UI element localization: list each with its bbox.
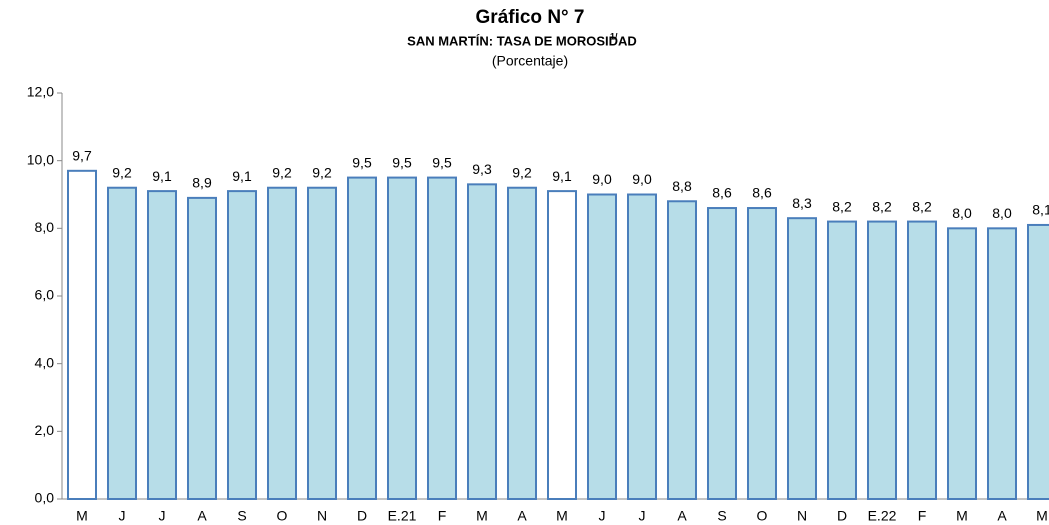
y-tick-label: 8,0: [35, 219, 55, 235]
value-label: 9,0: [632, 171, 652, 187]
value-label: 9,2: [112, 164, 132, 180]
bar: [907, 220, 937, 500]
x-tick-label: A: [677, 508, 687, 524]
x-tick-label: A: [517, 508, 527, 524]
x-tick-label: A: [197, 508, 207, 524]
bar: [867, 220, 897, 500]
bar: [267, 186, 297, 500]
bar: [627, 193, 657, 500]
bar: [107, 186, 137, 500]
x-tick-label: J: [599, 508, 606, 524]
bar: [587, 193, 617, 500]
x-tick-label: F: [438, 508, 447, 524]
bar: [67, 169, 97, 500]
x-tick-label: E.22: [868, 508, 897, 524]
x-tick-label: J: [639, 508, 646, 524]
bar: [947, 227, 977, 500]
x-tick-label: F: [918, 508, 927, 524]
chart-title: Gráfico N° 7: [476, 7, 585, 28]
y-tick-label: 4,0: [35, 354, 55, 370]
bar: [307, 186, 337, 500]
value-label: 9,0: [592, 171, 612, 187]
value-label: 8,8: [672, 178, 692, 194]
bar: [707, 207, 737, 501]
value-label: 9,1: [232, 168, 252, 184]
value-label: 8,0: [992, 205, 1012, 221]
x-tick-label: S: [717, 508, 726, 524]
y-tick-label: 6,0: [35, 287, 55, 303]
bar: [987, 227, 1017, 500]
value-label: 8,2: [832, 198, 852, 214]
bar: [467, 183, 497, 500]
bar: [547, 190, 577, 500]
x-tick-label: S: [237, 508, 246, 524]
bar: [347, 176, 377, 500]
x-tick-label: J: [159, 508, 166, 524]
value-label: 9,5: [432, 154, 452, 170]
value-label: 8,9: [192, 175, 212, 191]
x-tick-label: N: [797, 508, 807, 524]
value-label: 8,3: [792, 195, 812, 211]
x-tick-label: D: [837, 508, 847, 524]
x-tick-label: O: [757, 508, 768, 524]
bar: [227, 190, 257, 500]
bar: [427, 176, 457, 500]
x-tick-label: O: [277, 508, 288, 524]
x-tick-label: N: [317, 508, 327, 524]
y-tick-label: 12,0: [27, 84, 54, 100]
value-label: 9,2: [512, 164, 532, 180]
bar: [387, 176, 417, 500]
bar: [827, 220, 857, 500]
x-tick-label: E.21: [388, 508, 417, 524]
bar: [747, 207, 777, 501]
value-label: 9,1: [552, 168, 572, 184]
value-label: 8,6: [752, 185, 772, 201]
value-label: 9,1: [152, 168, 172, 184]
x-tick-label: M: [556, 508, 568, 524]
value-label: 8,6: [712, 185, 732, 201]
value-label: 9,5: [352, 154, 372, 170]
value-label: 9,7: [72, 148, 92, 164]
bar: [147, 190, 177, 500]
x-tick-label: J: [119, 508, 126, 524]
x-tick-label: M: [476, 508, 488, 524]
value-label: 9,2: [272, 164, 292, 180]
bar: [1027, 223, 1049, 500]
value-label: 9,3: [472, 161, 492, 177]
chart-subtitle: SAN MARTÍN: TASA DE MOROSIDAD: [407, 33, 637, 48]
x-tick-label: M: [1036, 508, 1048, 524]
units-label: (Porcentaje): [492, 53, 568, 69]
bar: [667, 200, 697, 500]
value-label: 8,2: [872, 198, 892, 214]
y-tick-label: 0,0: [35, 490, 55, 506]
x-tick-label: M: [956, 508, 968, 524]
y-tick-label: 2,0: [35, 422, 55, 438]
bar: [187, 196, 217, 500]
value-label: 8,2: [912, 198, 932, 214]
x-tick-label: M: [76, 508, 88, 524]
y-tick-label: 10,0: [27, 151, 54, 167]
value-label: 9,5: [392, 154, 412, 170]
x-tick-label: D: [357, 508, 367, 524]
value-label: 8,0: [952, 205, 972, 221]
value-label: 8,1: [1032, 202, 1049, 218]
x-tick-label: A: [997, 508, 1007, 524]
bar: [507, 186, 537, 500]
bar: [787, 217, 817, 501]
footnote-marker: 1/: [610, 31, 618, 41]
value-label: 9,2: [312, 164, 332, 180]
